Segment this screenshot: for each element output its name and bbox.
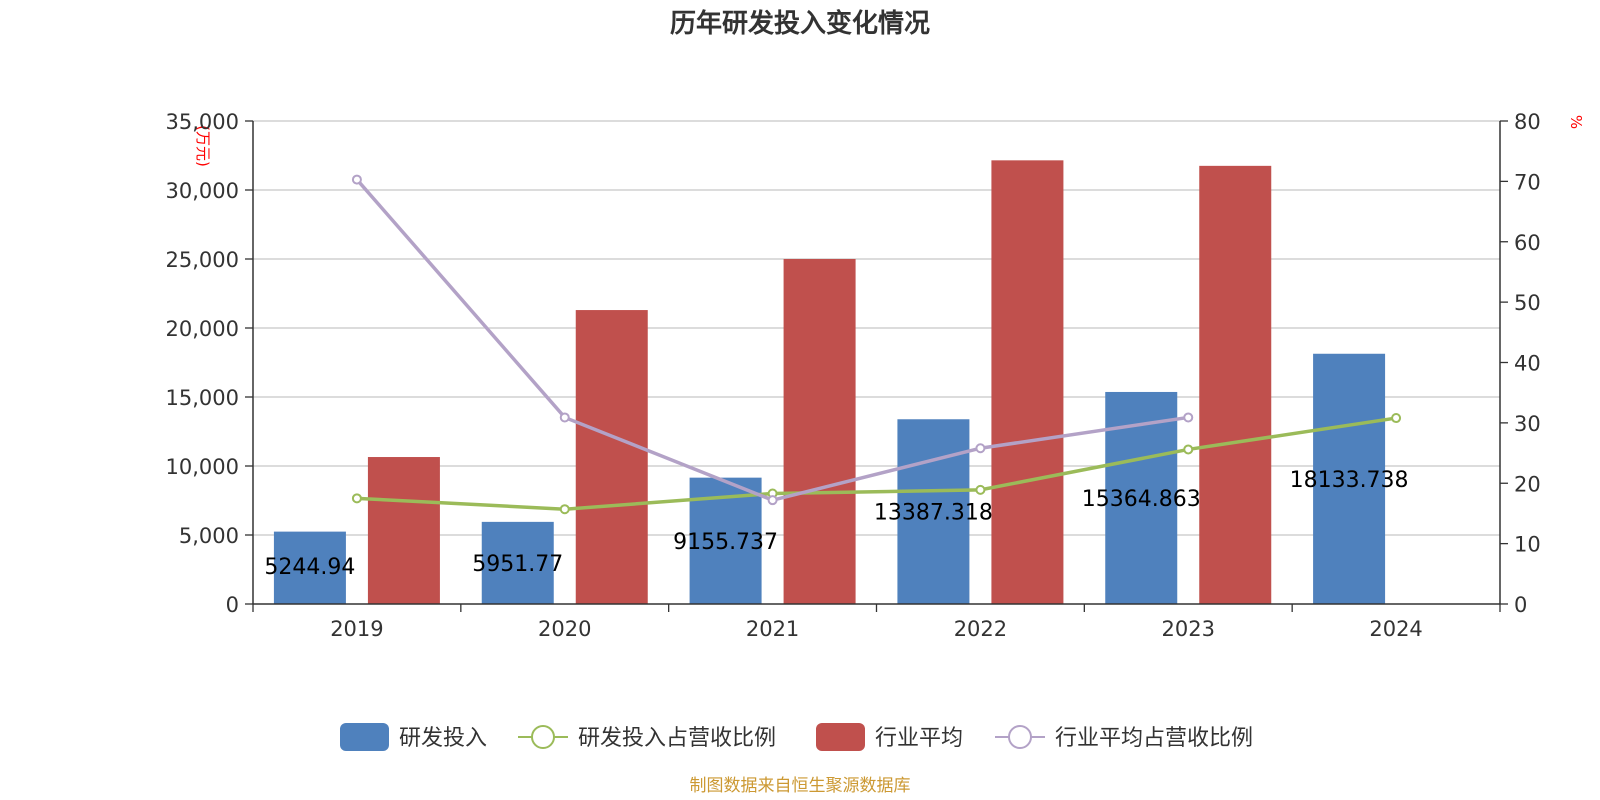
right-axis-tick-label: 50 bbox=[1514, 291, 1541, 315]
legend-marker bbox=[1008, 725, 1032, 749]
bar-rd-investment bbox=[481, 521, 554, 604]
legend-swatch bbox=[816, 723, 865, 751]
bar-industry-average bbox=[1199, 165, 1272, 604]
x-axis-tick-label: 2022 bbox=[954, 617, 1007, 641]
left-axis-tick-label: 0 bbox=[226, 593, 239, 617]
left-axis-unit: (万元) bbox=[194, 125, 212, 167]
right-axis-tick-label: 70 bbox=[1514, 170, 1541, 194]
right-axis-tick-label: 30 bbox=[1514, 412, 1541, 436]
bar-rd-investment bbox=[273, 531, 346, 604]
x-axis-tick-label: 2023 bbox=[1162, 617, 1215, 641]
x-axis-tick-label: 2020 bbox=[538, 617, 591, 641]
x-axis-tick-label: 2021 bbox=[746, 617, 799, 641]
data-source-note: 制图数据来自恒生聚源数据库 bbox=[690, 776, 911, 796]
line-point bbox=[975, 443, 986, 454]
left-axis-tick-label: 35,000 bbox=[166, 110, 239, 134]
legend-label: 研发投入占营收比例 bbox=[578, 726, 776, 751]
legend-label: 行业平均占营收比例 bbox=[1055, 726, 1253, 751]
left-axis-tick-label: 20,000 bbox=[166, 317, 239, 341]
left-axis-tick-label: 25,000 bbox=[166, 248, 239, 272]
line-point bbox=[559, 504, 570, 515]
right-axis-unit: % bbox=[1567, 115, 1585, 129]
line-point bbox=[351, 493, 362, 504]
line-point bbox=[1183, 444, 1194, 455]
axes: 0 5,000 10,000 15,000 20,000 25,000 30,000 35,0… bbox=[166, 110, 1541, 641]
x-axis-tick-label: 2024 bbox=[1369, 617, 1422, 641]
line-point bbox=[1391, 413, 1402, 424]
bar-data-label: 18133.738 bbox=[1290, 468, 1409, 493]
industry-ratio-line bbox=[355, 178, 1189, 502]
left-axis-tick-label: 15,000 bbox=[166, 386, 239, 410]
right-axis-tick-label: 40 bbox=[1514, 352, 1541, 376]
x-axis-tick-label: 2019 bbox=[330, 617, 383, 641]
bar-industry-average bbox=[367, 457, 440, 604]
bars bbox=[273, 160, 1386, 604]
bar-industry-average bbox=[991, 160, 1064, 604]
line-point bbox=[559, 412, 570, 423]
legend-label: 研发投入 bbox=[399, 726, 487, 751]
chart-title: 历年研发投入变化情况 bbox=[670, 8, 930, 39]
right-axis-tick-label: 0 bbox=[1514, 593, 1527, 617]
rd-ratio-line bbox=[356, 416, 1397, 511]
bar-data-label: 5951.77 bbox=[472, 552, 563, 577]
bar-industry-average bbox=[575, 310, 648, 604]
line-point bbox=[975, 484, 986, 495]
right-axis-tick-label: 60 bbox=[1514, 231, 1541, 255]
bar-rd-investment bbox=[1313, 353, 1386, 604]
grid-lines bbox=[253, 120, 1500, 536]
line-point bbox=[1183, 412, 1194, 423]
bar-data-label: 15364.863 bbox=[1082, 487, 1201, 512]
legend-marker bbox=[531, 725, 555, 749]
right-axis-tick-label: 80 bbox=[1514, 110, 1541, 134]
line-point bbox=[351, 174, 362, 185]
bar-rd-investment bbox=[897, 419, 970, 604]
bar-industry-average bbox=[783, 259, 856, 604]
data-labels: 5244.94 5951.77 9155.737 13387.318 15364.863… bbox=[264, 468, 1408, 580]
bar-data-label: 5244.94 bbox=[264, 555, 355, 580]
bar-data-label: 13387.318 bbox=[874, 501, 993, 526]
legend-label: 行业平均 bbox=[875, 726, 963, 751]
line-point bbox=[767, 495, 778, 506]
legend-swatch bbox=[340, 723, 389, 751]
left-axis-tick-label: 30,000 bbox=[166, 179, 239, 203]
line-series bbox=[351, 174, 1402, 515]
legend: 研发投入 研发投入占营收比例 行业平均 行业平均占营收比例 bbox=[340, 723, 1253, 751]
right-axis-tick-label: 10 bbox=[1514, 533, 1541, 557]
left-axis-tick-label: 10,000 bbox=[166, 455, 239, 479]
right-axis-tick-label: 20 bbox=[1514, 472, 1541, 496]
left-axis-tick-label: 5,000 bbox=[179, 524, 239, 548]
bar-data-label: 9155.737 bbox=[673, 530, 778, 555]
